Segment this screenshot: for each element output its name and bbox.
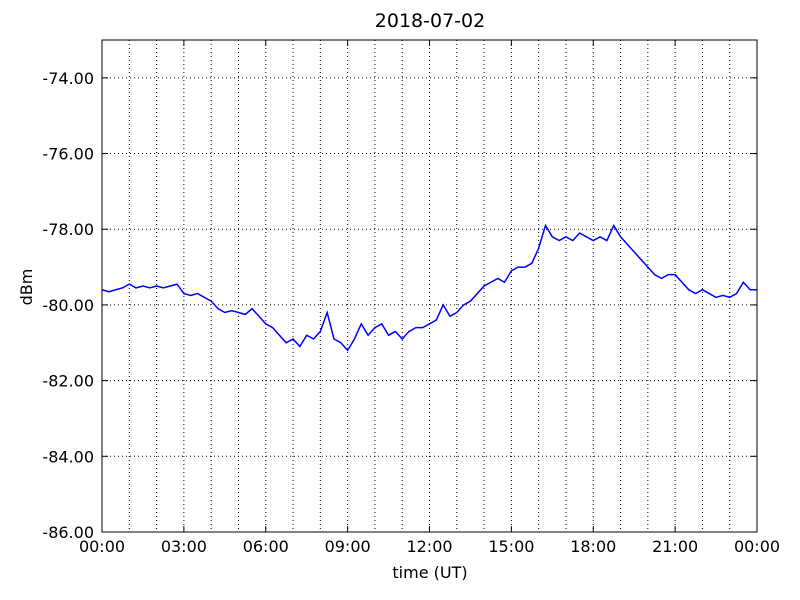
x-tick-label: 00:00 (79, 537, 125, 556)
x-tick-label: 00:00 (734, 537, 780, 556)
x-tick-label: 06:00 (243, 537, 289, 556)
x-axis-label: time (UT) (392, 563, 467, 582)
plot-frame (101, 39, 758, 533)
y-tick-label: -80.00 (42, 296, 94, 315)
y-tick-label: -84.00 (42, 447, 94, 466)
data-line (101, 223, 757, 352)
y-axis-label: dBm (17, 269, 36, 306)
y-tick-label: -78.00 (42, 220, 94, 239)
x-tick-label: 15:00 (488, 537, 534, 556)
y-tick-label: -74.00 (42, 69, 94, 88)
x-tick-label: 12:00 (406, 537, 452, 556)
chart-title: 2018-07-02 (375, 10, 485, 32)
y-tick-label: -76.00 (42, 145, 94, 164)
x-tick-label: 18:00 (570, 537, 616, 556)
y-tick-label: -86.00 (42, 523, 94, 542)
y-tick-label: -82.00 (42, 372, 94, 391)
x-tick-label: 09:00 (325, 537, 371, 556)
x-tick-label: 21:00 (652, 537, 698, 556)
x-tick-label: 03:00 (161, 537, 207, 556)
